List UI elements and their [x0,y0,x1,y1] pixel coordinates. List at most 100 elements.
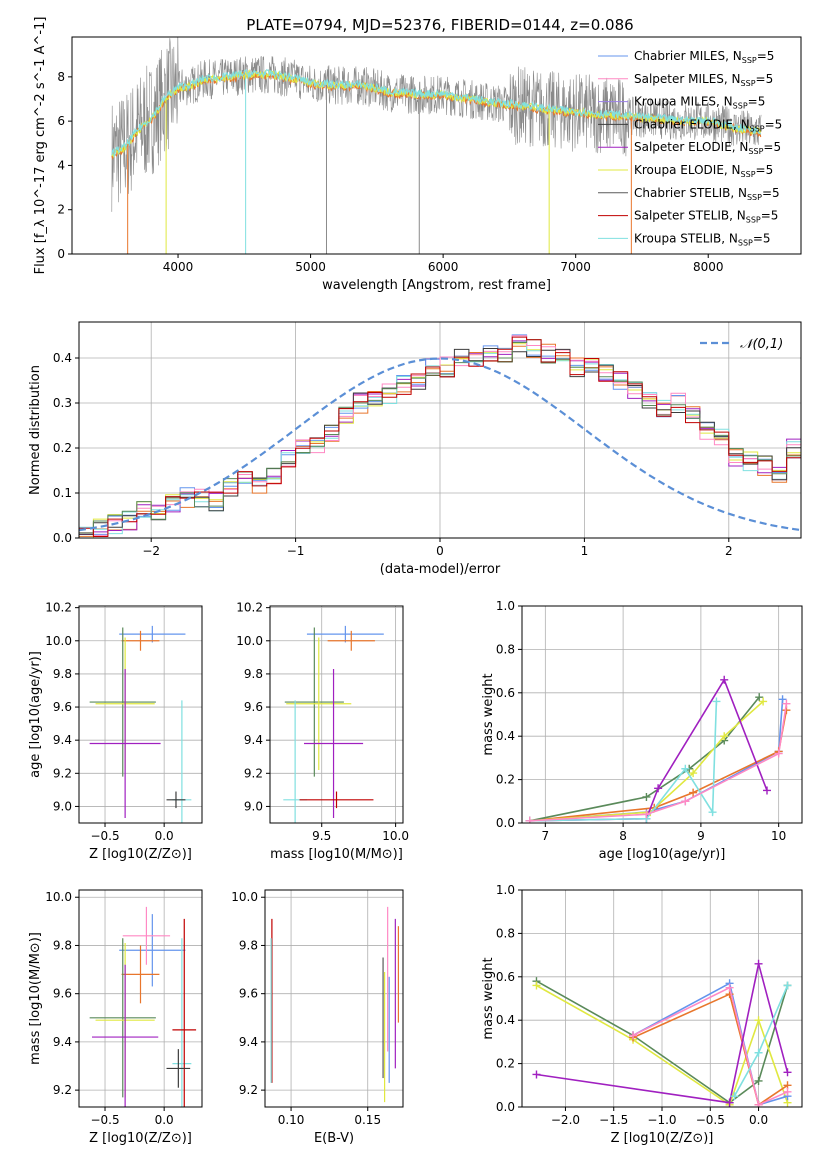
data-point [89,668,161,819]
data-point [92,964,159,1107]
plot-area [270,906,399,1103]
data-point [89,627,156,777]
x-axis-label: Z [log10(Z/Z⊙)] [611,1131,714,1146]
weight-marker [654,784,663,793]
legend-entry: Salpeter MILES, NSSP=5 [598,72,773,88]
x-axis-label: Z [log10(Z/Z⊙)] [89,1131,192,1146]
data-point [119,625,186,643]
weight-marker [754,1100,763,1107]
panel-mass_vs_ebv: 0.10 0.15 9.2 9.4 9.6 9.8 10.0 E(B-V) [231,889,404,1146]
y-tick-label: 9.2 [53,766,72,780]
data-point [89,938,156,1098]
y-axis-label: age [log10(age/yr)] [28,651,43,778]
y-tick-label: 0.2 [496,1057,515,1071]
y-tick-label: 1.0 [496,883,515,897]
x-axis-label: age [log10(age/yr)] [599,847,726,862]
axes-frame [521,889,803,1108]
legend-entry: Kroupa MILES, NSSP=5 [598,95,765,111]
y-axis-label: mass weight [481,673,496,755]
legend-entry: Salpeter STELIB, NSSP=5 [598,209,778,225]
weight-marker [759,697,768,706]
x-tick-label: 8000 [693,260,724,274]
legend-label: Chabrier ELODIE, NSSP=5 [634,117,782,133]
y-tick-label: 9.8 [53,938,72,952]
data-point [172,938,192,1107]
weight-marker [730,1092,739,1101]
y-tick-label: 9.6 [244,700,263,714]
y-tick-label: 9.0 [53,799,72,813]
plot-area [111,37,762,254]
y-tick-label: 0.0 [53,531,72,545]
x-tick-label: 2 [725,544,733,558]
y-tick-label: 0.0 [496,816,515,830]
y-tick-label: 0.4 [496,1013,515,1027]
weight-marker [774,749,783,758]
panel-mass_vs_Z: −0.5 0.0 9.2 9.4 9.6 9.8 10.0 Z [log10(Z/Z⊙)] ma… [28,889,203,1146]
weight-marker [681,797,690,806]
weight-marker [725,983,734,992]
y-tick-label: 9.0 [244,799,263,813]
y-tick-label: 10.0 [45,890,72,904]
panel-residuals: −2 −1 0 1 2 0.0 0.1 0.2 0.3 0.4 (data-model)/error… [28,321,802,577]
x-tick-label: −1.0 [647,1113,676,1127]
x-tick-label: 6000 [428,260,459,274]
weight-marker [783,1087,792,1096]
data-point [122,906,171,965]
y-tick-label: 9.4 [244,733,263,747]
axes-frame [521,605,803,824]
x-tick-label: 5000 [295,260,326,274]
weight-marker [763,786,771,795]
data-point [299,791,374,809]
y-tick-label: 0.8 [496,926,515,940]
x-tick-label: 8 [619,829,627,843]
y-tick-label: 9.4 [53,1035,72,1049]
y-tick-label: 6 [57,114,65,128]
x-axis-label: E(B-V) [314,1131,354,1146]
x-tick-label: −0.5 [90,829,119,843]
normal-curve [79,357,801,532]
data-point [303,668,364,819]
data-point [166,791,186,809]
weight-marker [754,959,763,968]
y-axis-label: mass [log10(M/M⊙)] [28,932,43,1065]
y-tick-label: 1.0 [496,599,515,613]
y-tick-label: 0.4 [53,351,72,365]
weight-marker [725,1098,734,1107]
weight-marker [754,1048,763,1057]
weight-marker [708,808,717,817]
y-tick-label: 10.0 [231,890,258,904]
data-point [119,914,186,987]
legend-entry: Chabrier ELODIE, NSSP=5 [598,117,782,133]
weight-marker [532,981,541,990]
legend-label: Salpeter ELODIE, NSSP=5 [634,140,781,156]
plot-area [283,625,384,823]
y-tick-label: 9.4 [53,733,72,747]
x-tick-label: −0.5 [90,1113,119,1127]
legend-entry: Kroupa STELIB, NSSP=5 [598,231,771,247]
weight-marker [720,675,729,684]
x-tick-label: 0.10 [278,1113,305,1127]
plot-area [89,906,197,1107]
x-tick-label: 9.5 [312,829,331,843]
weight-marker [681,764,690,773]
weight-marker [783,981,792,990]
y-axis-label: Normed distribution [28,365,43,495]
legend-label: 𝒩(0,1) [740,337,783,352]
x-axis-label: Z [log10(Z/Z⊙)] [89,847,192,862]
x-tick-label: 1 [581,544,589,558]
legend-entry: Salpeter ELODIE, NSSP=5 [598,140,781,156]
y-tick-label: 10.2 [236,601,263,615]
data-point [306,625,384,643]
y-tick-label: 0 [57,247,65,261]
plot-area [532,959,792,1107]
plot-area [525,675,791,823]
weight-marker [782,699,791,708]
plot-area [79,334,801,538]
x-tick-label: 0 [436,544,444,558]
x-axis-label: mass [log10(M/M⊙)] [270,847,403,862]
figure-title: PLATE=0794, MJD=52376, FIBERID=0144, z=0… [246,16,633,34]
data-point [327,630,375,651]
weight-marker [783,1068,792,1077]
panel-age_vs_mass: 9.5 10.0 9.0 9.2 9.4 9.6 9.8 10.0 10.2 mass [log1… [236,601,409,862]
y-tick-label: 0.2 [53,441,72,455]
